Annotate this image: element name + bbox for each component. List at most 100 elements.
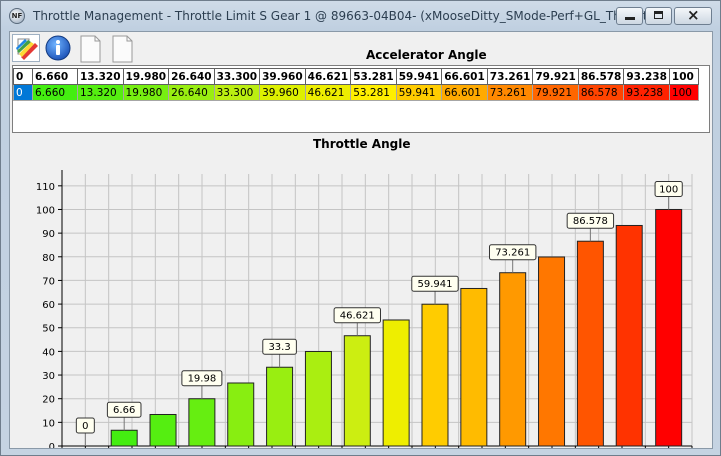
bar bbox=[110, 429, 138, 447]
client-area: Accelerator Angle 0 6.660 13.320 19.980 26.6… bbox=[9, 31, 713, 449]
data-label: 6.66 bbox=[113, 405, 135, 416]
blank-page-button[interactable] bbox=[108, 34, 136, 63]
y-tick-label: 10 bbox=[42, 418, 55, 429]
maximize-button[interactable] bbox=[645, 7, 672, 25]
table-header-cell: 100 bbox=[668, 68, 699, 85]
data-label-box bbox=[181, 370, 223, 387]
table-header-cell: 66.601 bbox=[441, 68, 488, 85]
y-tick-label: 50 bbox=[42, 324, 55, 335]
bar bbox=[188, 398, 216, 447]
table-header-cell: 59.941 bbox=[395, 68, 443, 85]
table-cell[interactable]: 79.921 bbox=[532, 84, 579, 101]
bar bbox=[149, 413, 177, 447]
table-cell[interactable]: 13.320 bbox=[77, 84, 124, 101]
table-header-cell: 6.660 bbox=[32, 68, 78, 85]
table-header-cell: 86.578 bbox=[577, 68, 625, 85]
data-label-box bbox=[106, 401, 142, 418]
y-tick-label: 110 bbox=[36, 182, 55, 193]
close-icon: × bbox=[687, 6, 700, 24]
edit-colors-button[interactable] bbox=[12, 34, 40, 62]
bar bbox=[304, 350, 332, 447]
accelerator-angle-title: Accelerator Angle bbox=[366, 48, 487, 62]
bar bbox=[576, 240, 604, 447]
throttle-angle-chart: 0102030405060708090100110-40481216202428… bbox=[36, 170, 693, 448]
table-cell[interactable]: 86.578 bbox=[577, 84, 625, 101]
data-label-box bbox=[75, 417, 95, 434]
table-cell[interactable]: 53.281 bbox=[350, 84, 397, 101]
table-cell[interactable]: 26.640 bbox=[168, 84, 215, 101]
data-label-box bbox=[654, 180, 683, 197]
title-bar[interactable]: NF Throttle Management - Throttle Limit … bbox=[1, 1, 720, 31]
info-icon bbox=[45, 35, 71, 61]
data-label-box bbox=[262, 338, 297, 355]
table-header-cell: 33.300 bbox=[213, 68, 261, 85]
data-label-box bbox=[411, 275, 459, 292]
table-cell[interactable]: 0 bbox=[13, 84, 33, 101]
blank-page-icon bbox=[112, 35, 133, 63]
accelerator-grid[interactable]: 0 6.660 13.320 19.980 26.640 33.300 39.960 46.6… bbox=[13, 68, 699, 101]
table-header-cell: 79.921 bbox=[532, 68, 579, 85]
y-tick-label: 60 bbox=[42, 300, 55, 311]
bar bbox=[460, 287, 488, 447]
table-cell[interactable]: 39.960 bbox=[259, 84, 306, 101]
table-cell[interactable]: 66.601 bbox=[441, 84, 488, 101]
y-tick-label: 0 bbox=[49, 442, 55, 448]
table-cell[interactable]: 19.980 bbox=[122, 84, 170, 101]
data-label: 0 bbox=[82, 421, 88, 432]
app-icon: NF bbox=[9, 8, 25, 24]
y-tick-label: 100 bbox=[36, 205, 55, 216]
table-cell[interactable]: 33.300 bbox=[213, 84, 261, 101]
table-header-cell: 26.640 bbox=[168, 68, 215, 85]
info-button[interactable] bbox=[44, 34, 72, 62]
table-cell[interactable]: 93.238 bbox=[623, 84, 670, 101]
data-label-box bbox=[566, 212, 615, 229]
data-label: 59.941 bbox=[417, 279, 452, 290]
close-button[interactable]: × bbox=[674, 6, 712, 25]
data-label: 86.578 bbox=[573, 216, 608, 227]
blank-page-button[interactable] bbox=[76, 34, 104, 63]
maximize-icon bbox=[654, 11, 663, 19]
bar bbox=[615, 224, 643, 447]
bar bbox=[655, 208, 683, 447]
y-tick-label: 90 bbox=[42, 229, 55, 240]
throttle-angle-title: Throttle Angle bbox=[313, 137, 411, 151]
bar bbox=[499, 272, 527, 447]
table-cell[interactable]: 59.941 bbox=[395, 84, 443, 101]
table-header-cell: 46.621 bbox=[304, 68, 352, 85]
table-cell[interactable]: 6.660 bbox=[32, 84, 78, 101]
minimize-button[interactable] bbox=[616, 7, 643, 25]
table-header-row: 0 6.660 13.320 19.980 26.640 33.300 39.960 46.6… bbox=[13, 68, 699, 85]
table-cell[interactable]: 100 bbox=[668, 84, 699, 101]
data-label-box bbox=[488, 244, 537, 261]
bar bbox=[538, 256, 566, 447]
data-label: 19.98 bbox=[188, 374, 217, 385]
edit-colors-icon bbox=[16, 38, 38, 60]
bar bbox=[343, 335, 371, 447]
data-label: 33.3 bbox=[268, 342, 290, 353]
table-header-cell: 0 bbox=[13, 68, 33, 85]
toolbar bbox=[10, 32, 150, 66]
table-row[interactable]: 0 6.660 13.320 19.980 26.640 33.300 39.960 46.6… bbox=[13, 84, 699, 101]
bar bbox=[266, 366, 294, 447]
table-cell[interactable]: 73.261 bbox=[486, 84, 534, 101]
table-header-cell: 19.980 bbox=[122, 68, 170, 85]
blank-page-icon bbox=[80, 35, 101, 63]
table-header-cell: 13.320 bbox=[77, 68, 124, 85]
y-tick-label: 80 bbox=[42, 253, 55, 264]
accelerator-table[interactable]: 0 6.660 13.320 19.980 26.640 33.300 39.960 46.6… bbox=[12, 65, 710, 133]
bar bbox=[421, 303, 449, 447]
y-tick-label: 30 bbox=[42, 371, 55, 382]
data-label-box bbox=[333, 307, 381, 324]
y-tick-label: 40 bbox=[42, 347, 55, 358]
table-header-cell: 39.960 bbox=[259, 68, 306, 85]
data-label: 73.261 bbox=[495, 248, 530, 259]
table-cell[interactable]: 46.621 bbox=[304, 84, 352, 101]
bar bbox=[227, 382, 255, 447]
table-header-cell: 93.238 bbox=[623, 68, 670, 85]
bar bbox=[382, 319, 410, 447]
window-title: Throttle Management - Throttle Limit S G… bbox=[33, 9, 653, 23]
y-tick-label: 70 bbox=[42, 276, 55, 287]
table-header-cell: 53.281 bbox=[350, 68, 397, 85]
minimize-icon bbox=[625, 17, 635, 20]
